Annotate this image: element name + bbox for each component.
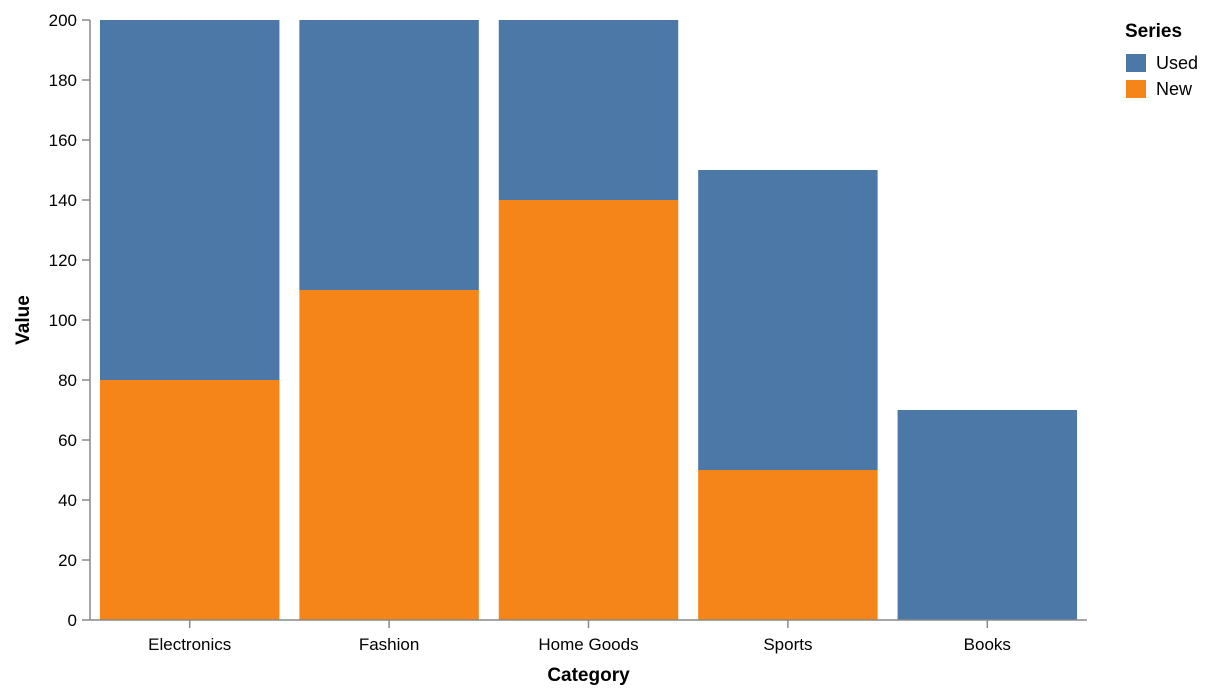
y-tick-label: 100 [49, 311, 77, 330]
bar-home-goods-new [498, 200, 679, 620]
y-tick-label: 80 [58, 371, 77, 390]
legend-swatch-used [1126, 54, 1146, 72]
x-tick-label: Books [964, 635, 1011, 654]
y-tick-label: 0 [68, 611, 77, 630]
x-axis-title: Category [547, 665, 630, 686]
x-tick-label: Fashion [359, 635, 419, 654]
y-tick-label: 40 [58, 491, 77, 510]
y-tick-label: 140 [49, 191, 77, 210]
legend-label-used: Used [1156, 53, 1198, 73]
bar-fashion-used [299, 20, 479, 290]
x-axis: Electronics Fashion Home Goods Sports Books [90, 619, 1087, 654]
y-tick-label: 180 [49, 71, 77, 90]
y-axis-title: Value [13, 295, 34, 345]
legend: Series Used New [1125, 21, 1198, 99]
legend-label-new: New [1156, 79, 1193, 99]
bar-electronics-used [99, 20, 280, 380]
legend-title: Series [1125, 21, 1182, 42]
y-tick-label: 160 [49, 131, 77, 150]
bar-sports-used [698, 170, 878, 470]
x-tick-label: Sports [763, 635, 812, 654]
bar-sports-new [698, 470, 878, 620]
bar-home-goods-used [498, 20, 679, 200]
x-tick-label: Electronics [148, 635, 231, 654]
legend-swatch-new [1126, 80, 1146, 98]
y-tick-label: 20 [58, 551, 77, 570]
bar-fashion-new [299, 290, 479, 620]
bar-books-used [897, 410, 1078, 620]
y-axis: 0 20 40 60 80 100 120 140 160 180 200 [49, 11, 91, 630]
y-tick-label: 200 [49, 11, 77, 30]
y-tick-label: 120 [49, 251, 77, 270]
y-tick-label: 60 [58, 431, 77, 450]
bars-layer [99, 20, 1078, 620]
bar-electronics-new [99, 380, 280, 620]
x-tick-label: Home Goods [538, 635, 638, 654]
